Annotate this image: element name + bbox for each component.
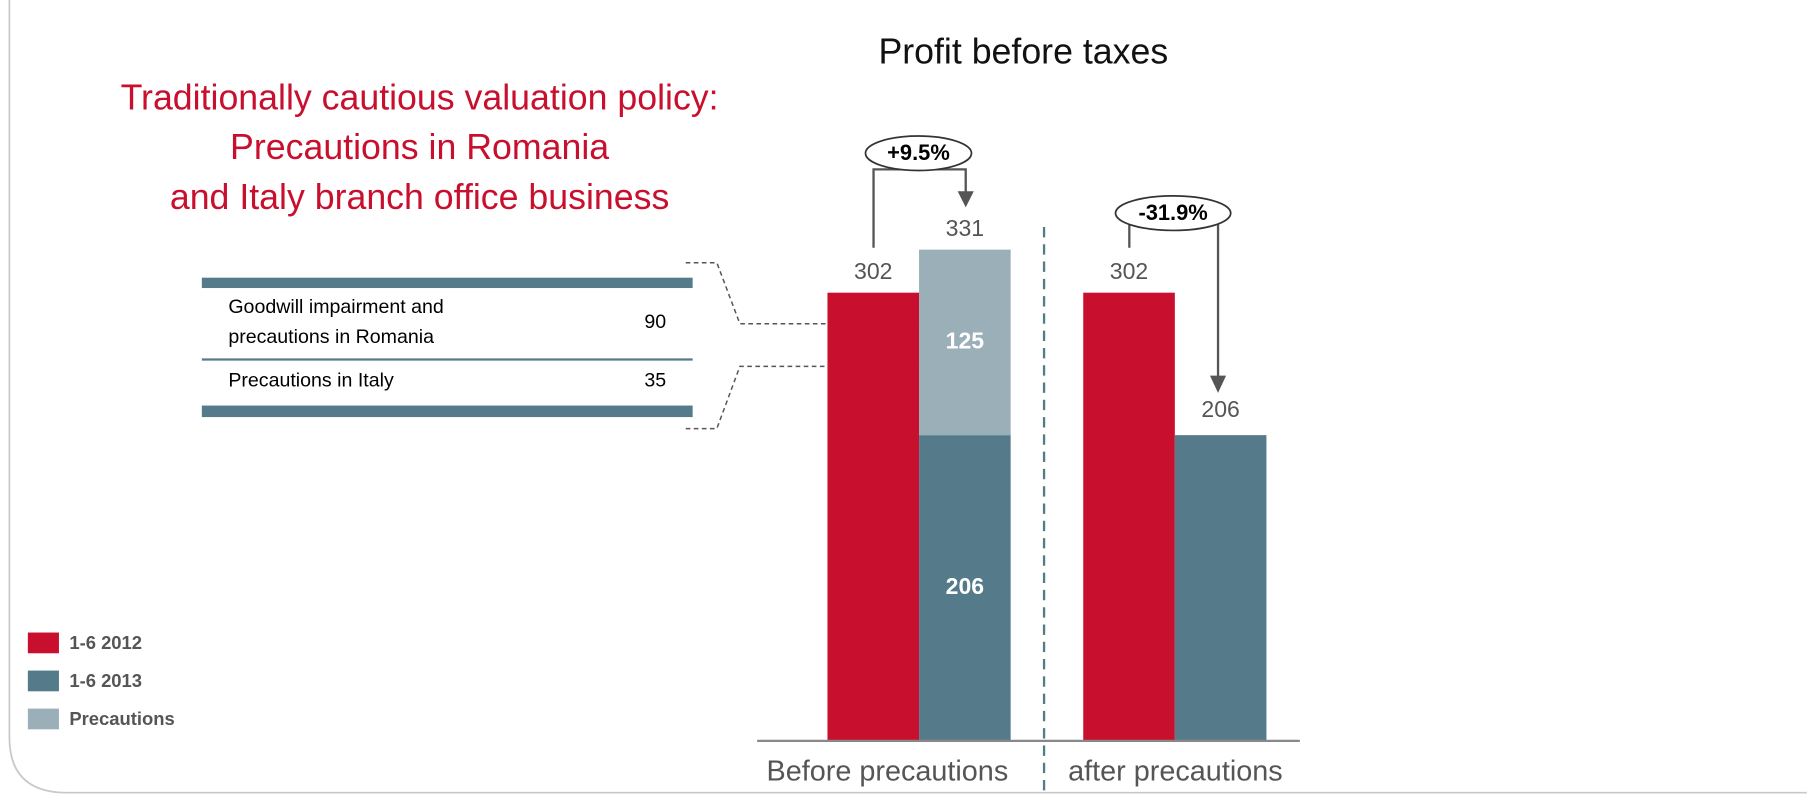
table-rule	[201, 405, 693, 418]
table-label: Precautions in Italy	[228, 370, 394, 392]
x-tick-label: after precautions	[1068, 756, 1283, 788]
change-badge	[1114, 195, 1232, 232]
bar	[827, 292, 920, 741]
frame	[8, 0, 1807, 794]
x-tick-label: Before precautions	[767, 756, 1009, 788]
table-value: 90	[644, 311, 666, 333]
data-label: 206	[946, 573, 984, 599]
arrow-head	[957, 191, 974, 208]
total-label: 331	[946, 215, 984, 241]
data-label: 125	[946, 327, 985, 353]
change-badge	[864, 135, 973, 172]
legend-swatch	[27, 632, 59, 654]
heading-line: and Italy branch office business	[170, 177, 670, 217]
data-label: 206	[1201, 396, 1239, 422]
legend-label: 1-6 2012	[69, 632, 142, 653]
change-label: +9.5%	[887, 140, 950, 165]
bar	[1083, 292, 1175, 741]
table-label: precautions in Romania	[228, 326, 434, 348]
change-label: -31.9%	[1138, 200, 1207, 225]
data-label: 302	[854, 258, 892, 284]
arrow-head	[1209, 375, 1227, 393]
legend-swatch	[27, 708, 59, 730]
bar	[919, 435, 1011, 741]
heading-line: Traditionally cautious valuation policy:	[121, 78, 719, 118]
table-value: 35	[644, 370, 666, 392]
bar	[1174, 435, 1267, 741]
heading-line: Precautions in Romania	[230, 127, 609, 167]
data-label: 302	[1110, 258, 1148, 284]
legend-label: 1-6 2013	[69, 670, 142, 691]
table-rule	[201, 277, 693, 289]
bar	[919, 249, 1011, 436]
chart-title: Profit before taxes	[878, 32, 1168, 72]
legend-label: Precautions	[69, 708, 174, 729]
legend-swatch	[27, 670, 59, 692]
table-label: Goodwill impairment and	[228, 296, 443, 318]
